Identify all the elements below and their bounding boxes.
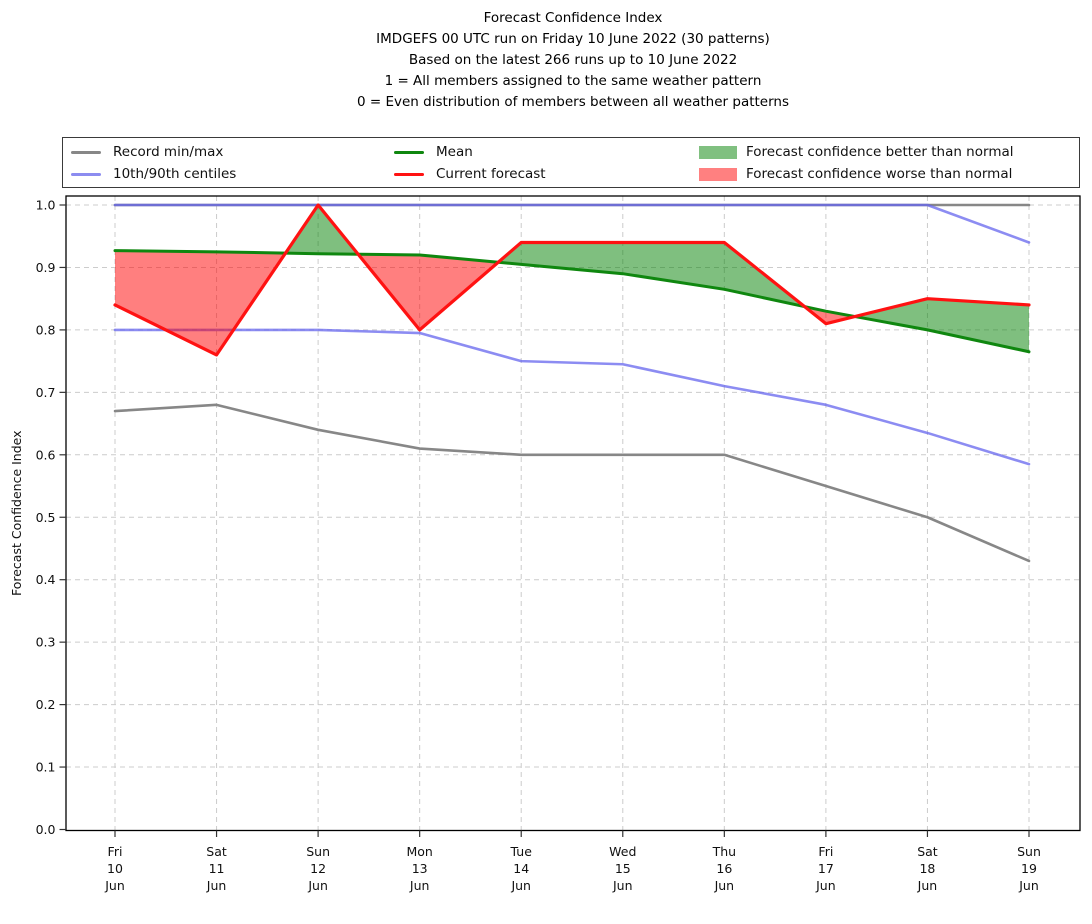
- chart-title: Forecast Confidence Index: [483, 10, 663, 26]
- x-tick-label: 14: [513, 861, 529, 876]
- legend: Record min/max 10th/90th centiles Mean C…: [62, 137, 1080, 188]
- x-tick-label: 13: [412, 861, 428, 876]
- x-tick-label: Fri: [818, 844, 833, 859]
- legend-label-better-than-normal: Forecast confidence better than normal: [746, 144, 1014, 160]
- legend-label-record-minmax: Record min/max: [113, 144, 224, 160]
- legend-label-centiles: 10th/90th centiles: [113, 166, 237, 182]
- series-line-record-min: [113, 403, 1031, 563]
- legend-label-mean: Mean: [436, 144, 473, 160]
- legend-swatch-centiles: [71, 172, 101, 176]
- x-tick-label: Jun: [104, 878, 125, 893]
- legend-item-record-minmax: Record min/max: [71, 142, 223, 162]
- y-tick-label: 0.6: [36, 447, 56, 462]
- y-tick-label: 1.0: [36, 198, 56, 213]
- fill-worse-than-normal: [358, 254, 499, 330]
- y-tick-label: 0.0: [36, 822, 56, 837]
- legend-label-current-forecast: Current forecast: [436, 166, 546, 182]
- x-tick-label: Sun: [306, 844, 330, 859]
- x-tick-label: 15: [615, 861, 631, 876]
- series-line-10th-centile: [113, 328, 1031, 466]
- y-tick-label: 0.2: [36, 697, 56, 712]
- x-tick-label: Mon: [406, 844, 432, 859]
- y-tick-label: 0.3: [36, 635, 56, 650]
- x-tick-label: Jun: [206, 878, 227, 893]
- legend-item-worse-than-normal: Forecast confidence worse than normal: [699, 164, 1012, 184]
- x-tick-label: 18: [919, 861, 935, 876]
- x-tick-label: Wed: [609, 844, 636, 859]
- y-tick-label: 0.7: [36, 385, 56, 400]
- x-tick-label: Sat: [917, 844, 938, 859]
- x-tick-label: Thu: [712, 844, 736, 859]
- fill-better-than-normal: [285, 205, 359, 255]
- x-tick-label: 11: [209, 861, 225, 876]
- x-tick-label: Sun: [1017, 844, 1041, 859]
- legend-label-worse-than-normal: Forecast confidence worse than normal: [746, 166, 1013, 182]
- fill-worse-than-normal: [115, 250, 286, 355]
- x-tick-label: Fri: [108, 844, 123, 859]
- x-tick-label: Jun: [714, 878, 735, 893]
- y-tick-label: 0.5: [36, 510, 56, 525]
- legend-swatch-mean: [394, 150, 424, 154]
- x-tick-label: Jun: [307, 878, 328, 893]
- x-tick-label: Jun: [917, 878, 938, 893]
- legend-swatch-current-forecast: [394, 172, 424, 176]
- x-tick-label: Jun: [409, 878, 430, 893]
- plot-frame: [65, 195, 1081, 832]
- legend-item-centiles: 10th/90th centiles: [71, 164, 236, 184]
- x-tick-label: Tue: [510, 844, 533, 859]
- fill-better-than-normal: [498, 242, 805, 307]
- legend-swatch-better-than-normal: [699, 145, 737, 159]
- x-tick-label: Jun: [1018, 878, 1039, 893]
- x-tick-label: 10: [107, 861, 123, 876]
- y-tick-label: 0.8: [36, 322, 56, 337]
- y-tick-label: 0.1: [36, 760, 56, 775]
- fill-better-than-normal: [854, 298, 1029, 352]
- x-tick-label: Jun: [612, 878, 633, 893]
- chart-subtitle-scale-one: 1 = All members assigned to the same wea…: [384, 73, 762, 89]
- y-tick-label: 0.4: [36, 572, 56, 587]
- y-tick-label: 0.9: [36, 260, 56, 275]
- chart-subtitle-basis: Based on the latest 266 runs up to 10 Ju…: [408, 52, 738, 68]
- x-tick-label: Jun: [510, 878, 531, 893]
- legend-swatch-record-minmax: [71, 150, 101, 154]
- y-axis-label: Forecast Confidence Index: [9, 430, 24, 596]
- x-tick-label: 16: [716, 861, 732, 876]
- x-tick-label: Sat: [206, 844, 227, 859]
- x-tick-label: 17: [818, 861, 834, 876]
- series-line-current-forecast: [113, 203, 1031, 357]
- x-tick-label: 12: [310, 861, 326, 876]
- series-line-90th-centile: [113, 203, 1031, 244]
- chart-subtitle-run: IMDGEFS 00 UTC run on Friday 10 June 202…: [376, 31, 770, 47]
- legend-item-mean: Mean: [394, 142, 473, 162]
- series-line-mean: [113, 249, 1031, 354]
- chart-subtitle-scale-zero: 0 = Even distribution of members between…: [356, 94, 790, 110]
- legend-swatch-worse-than-normal: [699, 167, 737, 181]
- x-tick-label: Jun: [815, 878, 836, 893]
- x-tick-label: 19: [1021, 861, 1037, 876]
- legend-item-better-than-normal: Forecast confidence better than normal: [699, 142, 1014, 162]
- chart-title-block: Forecast Confidence Index IMDGEFS 00 UTC…: [66, 8, 1080, 113]
- legend-item-current-forecast: Current forecast: [394, 164, 546, 184]
